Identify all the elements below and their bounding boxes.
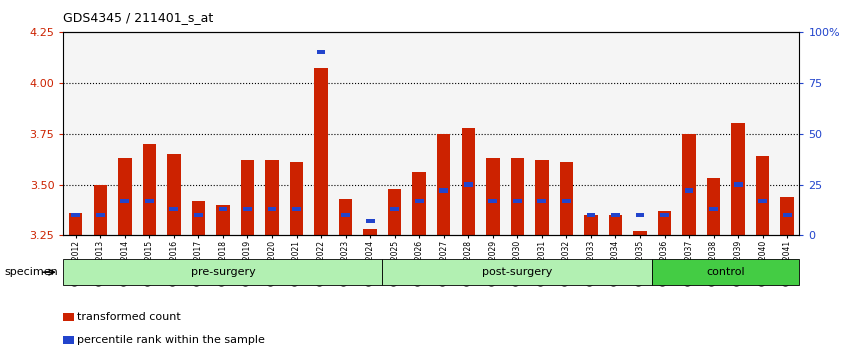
Bar bbox=[783, 213, 792, 217]
Bar bbox=[266, 160, 278, 235]
Text: GDS4345 / 211401_s_at: GDS4345 / 211401_s_at bbox=[63, 11, 214, 24]
Bar bbox=[120, 199, 129, 203]
Bar bbox=[486, 158, 499, 235]
Bar bbox=[707, 178, 720, 235]
Bar bbox=[316, 50, 326, 55]
Bar bbox=[243, 207, 252, 211]
Text: pre-surgery: pre-surgery bbox=[190, 267, 255, 277]
Bar bbox=[513, 199, 522, 203]
Bar bbox=[63, 259, 382, 285]
Text: post-surgery: post-surgery bbox=[482, 267, 552, 277]
Bar bbox=[511, 158, 524, 235]
Bar bbox=[218, 207, 228, 211]
Bar bbox=[683, 133, 695, 235]
Bar bbox=[415, 199, 424, 203]
Bar bbox=[96, 213, 105, 217]
Bar bbox=[145, 199, 154, 203]
Bar bbox=[217, 205, 229, 235]
Text: specimen: specimen bbox=[4, 267, 58, 277]
Bar bbox=[315, 68, 327, 235]
Bar bbox=[382, 259, 652, 285]
Bar bbox=[365, 219, 375, 223]
Bar bbox=[194, 213, 203, 217]
Bar bbox=[560, 162, 573, 235]
Bar bbox=[94, 184, 107, 235]
Bar bbox=[413, 172, 426, 235]
Text: control: control bbox=[706, 267, 745, 277]
Bar bbox=[609, 215, 622, 235]
Text: percentile rank within the sample: percentile rank within the sample bbox=[77, 335, 265, 345]
Bar bbox=[364, 229, 376, 235]
Bar bbox=[537, 199, 547, 203]
Bar bbox=[732, 124, 744, 235]
Bar bbox=[586, 213, 596, 217]
Bar bbox=[241, 160, 254, 235]
Bar bbox=[290, 162, 303, 235]
Bar bbox=[462, 127, 475, 235]
Bar bbox=[71, 213, 80, 217]
Bar bbox=[709, 207, 718, 211]
Bar bbox=[69, 213, 82, 235]
Bar bbox=[439, 188, 448, 193]
Bar bbox=[143, 144, 156, 235]
Bar bbox=[756, 156, 769, 235]
Bar bbox=[341, 213, 350, 217]
Bar bbox=[733, 182, 743, 187]
Bar bbox=[267, 207, 277, 211]
Bar bbox=[437, 133, 450, 235]
Bar bbox=[684, 188, 694, 193]
Bar bbox=[390, 207, 399, 211]
Bar bbox=[611, 213, 620, 217]
Bar bbox=[464, 182, 473, 187]
Bar bbox=[658, 211, 671, 235]
Bar bbox=[562, 199, 571, 203]
Bar bbox=[292, 207, 301, 211]
Bar bbox=[388, 189, 401, 235]
Bar bbox=[635, 213, 645, 217]
Text: transformed count: transformed count bbox=[77, 312, 181, 322]
Bar bbox=[488, 199, 497, 203]
Bar bbox=[634, 232, 646, 235]
Bar bbox=[169, 207, 179, 211]
Bar bbox=[118, 158, 131, 235]
Bar bbox=[339, 199, 352, 235]
Bar bbox=[652, 259, 799, 285]
Bar bbox=[758, 199, 767, 203]
Bar bbox=[168, 154, 180, 235]
Bar bbox=[660, 213, 669, 217]
Bar bbox=[192, 201, 205, 235]
Bar bbox=[585, 215, 597, 235]
Bar bbox=[536, 160, 548, 235]
Bar bbox=[781, 197, 794, 235]
